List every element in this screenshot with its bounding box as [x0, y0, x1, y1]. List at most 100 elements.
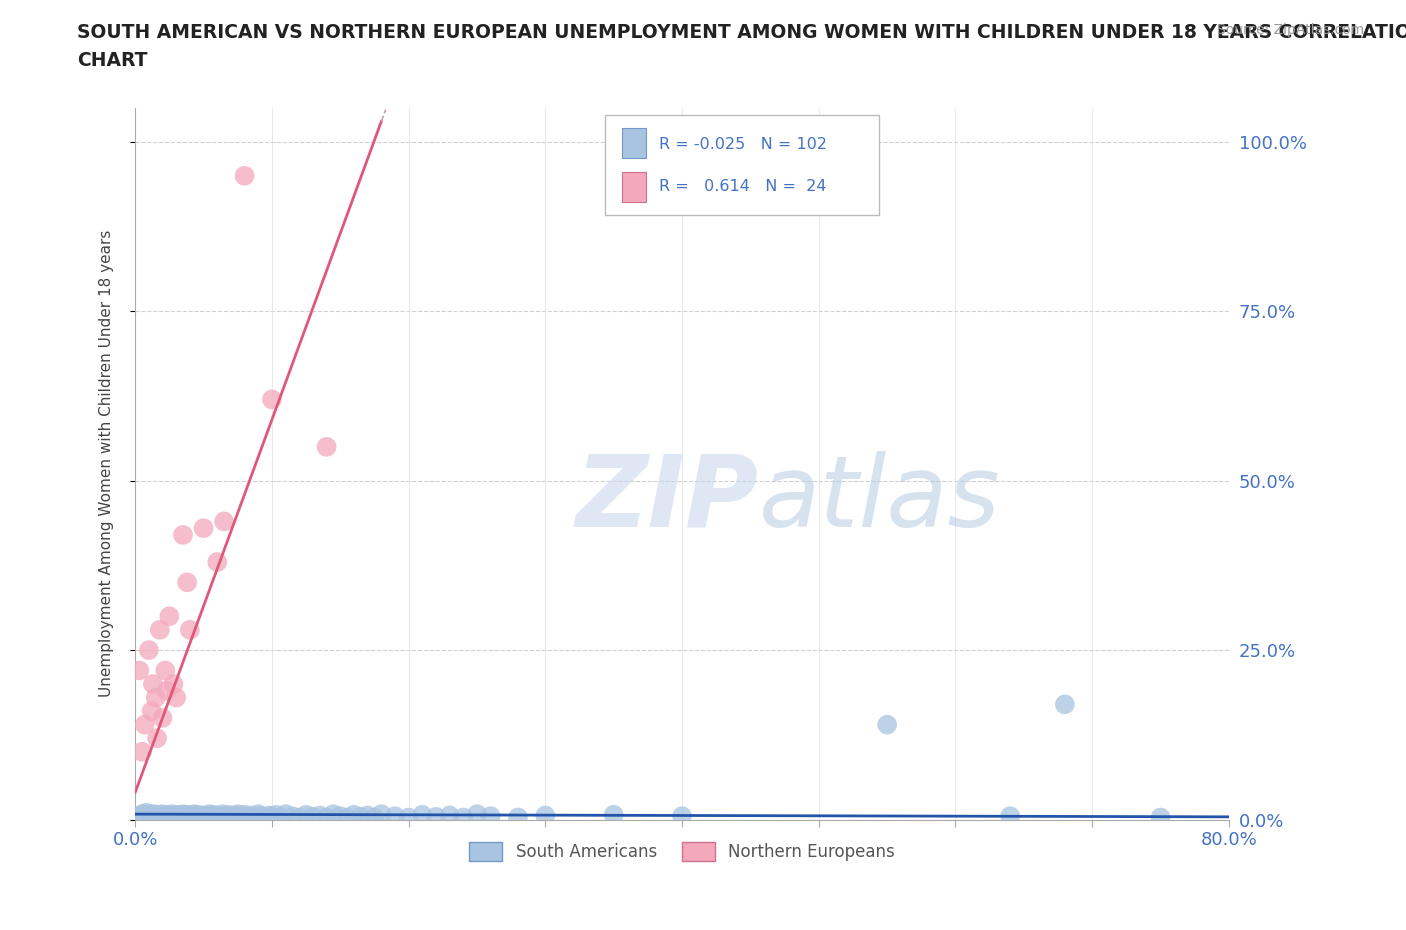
Point [264, 807, 287, 822]
Point [156, 684, 179, 698]
Point [131, 806, 153, 821]
Point [138, 643, 160, 658]
Point [131, 744, 153, 759]
Point [179, 622, 201, 637]
Point [1149, 810, 1171, 825]
Point [208, 810, 231, 825]
Point [356, 808, 378, 823]
Point [876, 717, 898, 732]
Point [225, 810, 247, 825]
Point [212, 809, 235, 824]
Point [260, 809, 283, 824]
Point [145, 809, 167, 824]
Point [295, 807, 318, 822]
Point [155, 810, 177, 825]
Point [174, 810, 197, 825]
Point [243, 810, 266, 825]
Point [211, 806, 233, 821]
Point [204, 809, 226, 824]
Point [136, 809, 159, 824]
Point [288, 810, 311, 825]
Point [156, 809, 179, 824]
Point [254, 810, 277, 825]
Point [181, 810, 204, 825]
Point [453, 810, 475, 825]
Point [128, 809, 150, 824]
Point [212, 514, 235, 529]
Point [193, 521, 215, 536]
Point [142, 676, 165, 691]
Point [439, 808, 461, 823]
Point [201, 810, 224, 825]
Point [205, 808, 228, 823]
Point [155, 663, 177, 678]
Point [148, 810, 170, 825]
Point [302, 809, 325, 824]
Point [315, 810, 337, 825]
Point [250, 809, 273, 824]
Point [146, 807, 169, 822]
Point [506, 810, 529, 825]
Point [170, 810, 193, 825]
Point [247, 806, 270, 821]
Point [363, 810, 385, 825]
Point [183, 806, 205, 821]
Point [186, 810, 208, 825]
FancyBboxPatch shape [621, 127, 645, 157]
Point [165, 810, 187, 825]
Point [150, 809, 173, 824]
Point [260, 392, 283, 406]
Point [165, 690, 187, 705]
FancyBboxPatch shape [621, 172, 645, 202]
Point [138, 810, 160, 825]
Point [166, 807, 188, 822]
Point [384, 809, 406, 824]
Point [190, 809, 212, 824]
Point [145, 690, 167, 705]
Point [236, 809, 259, 824]
Point [134, 717, 156, 732]
Point [315, 439, 337, 454]
Point [343, 807, 366, 822]
Point [322, 806, 344, 821]
Point [176, 807, 198, 822]
Point [198, 806, 221, 821]
Point [152, 806, 174, 821]
Point [179, 809, 201, 824]
Point [1053, 697, 1076, 711]
Point [205, 554, 228, 569]
Point [180, 808, 202, 823]
Point [233, 807, 256, 822]
Point [134, 810, 156, 825]
Point [226, 806, 249, 821]
Point [671, 809, 693, 824]
Point [257, 808, 280, 823]
Point [602, 807, 624, 822]
Point [274, 806, 297, 821]
Point [149, 808, 172, 823]
Point [398, 810, 420, 825]
Point [193, 808, 215, 823]
Point [281, 809, 304, 824]
Point [157, 808, 180, 823]
Point [336, 810, 359, 825]
Point [479, 809, 502, 824]
Point [169, 808, 191, 823]
FancyBboxPatch shape [606, 115, 879, 215]
Point [162, 809, 184, 824]
Point [219, 809, 242, 824]
Point [128, 663, 150, 678]
Point [152, 711, 174, 725]
Text: ZIP: ZIP [575, 451, 759, 548]
Point [172, 806, 194, 821]
Point [202, 807, 225, 822]
Y-axis label: Unemployment Among Women with Children Under 18 years: Unemployment Among Women with Children U… [100, 230, 114, 698]
Point [142, 810, 165, 825]
Text: R =   0.614   N =  24: R = 0.614 N = 24 [659, 179, 827, 193]
Point [141, 704, 163, 719]
Point [141, 809, 163, 824]
Point [269, 810, 291, 825]
Point [329, 809, 352, 824]
Point [143, 806, 166, 821]
Point [215, 810, 238, 825]
